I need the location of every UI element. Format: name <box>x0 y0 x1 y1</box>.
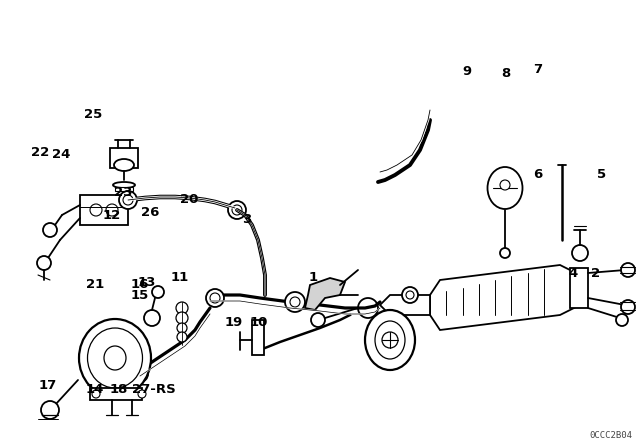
Circle shape <box>228 201 246 219</box>
Text: 18: 18 <box>109 383 127 396</box>
Circle shape <box>176 312 188 324</box>
Circle shape <box>210 293 220 303</box>
Circle shape <box>37 256 51 270</box>
Text: 8: 8 <box>501 67 510 81</box>
Polygon shape <box>430 265 580 330</box>
Text: 9: 9 <box>463 65 472 78</box>
Circle shape <box>311 313 325 327</box>
Text: 2: 2 <box>591 267 600 280</box>
Circle shape <box>136 370 144 378</box>
Text: 26: 26 <box>141 206 159 220</box>
Text: 4: 4 <box>568 267 577 280</box>
Circle shape <box>572 245 588 261</box>
Text: 12: 12 <box>103 208 121 222</box>
Text: 19: 19 <box>225 316 243 329</box>
Text: 15: 15 <box>131 289 148 302</box>
Text: 17: 17 <box>39 379 57 392</box>
Circle shape <box>132 366 148 382</box>
Circle shape <box>621 300 635 314</box>
Text: 6: 6 <box>533 168 542 181</box>
Bar <box>90 388 142 400</box>
Circle shape <box>92 390 100 398</box>
Ellipse shape <box>488 167 522 209</box>
Circle shape <box>290 297 300 307</box>
Ellipse shape <box>113 182 135 188</box>
Circle shape <box>406 291 414 299</box>
Ellipse shape <box>88 328 143 388</box>
Ellipse shape <box>79 319 151 397</box>
Circle shape <box>152 286 164 298</box>
Circle shape <box>402 287 418 303</box>
Circle shape <box>177 332 187 342</box>
Circle shape <box>616 314 628 326</box>
Circle shape <box>232 205 242 215</box>
Circle shape <box>119 191 137 209</box>
Circle shape <box>176 302 188 314</box>
Text: 5: 5 <box>597 168 606 181</box>
Text: 16: 16 <box>131 278 148 291</box>
Circle shape <box>358 298 378 318</box>
Text: 25: 25 <box>84 108 102 121</box>
Text: 22: 22 <box>31 146 49 159</box>
Bar <box>252 320 264 355</box>
Circle shape <box>177 323 187 333</box>
Circle shape <box>41 401 59 419</box>
Polygon shape <box>380 295 430 315</box>
Circle shape <box>285 292 305 312</box>
Ellipse shape <box>104 346 126 370</box>
Text: 0CCC2B04: 0CCC2B04 <box>589 431 632 440</box>
Circle shape <box>138 390 146 398</box>
Text: 7: 7 <box>533 63 542 76</box>
Bar <box>570 268 588 308</box>
Text: 11: 11 <box>170 271 188 284</box>
Circle shape <box>106 204 118 216</box>
Circle shape <box>90 204 102 216</box>
Text: 1: 1 <box>309 271 318 284</box>
Ellipse shape <box>114 159 134 171</box>
Bar <box>80 195 128 225</box>
Circle shape <box>500 180 510 190</box>
Circle shape <box>621 263 635 277</box>
Text: 3: 3 <box>242 213 251 226</box>
Polygon shape <box>305 278 345 310</box>
Circle shape <box>43 223 57 237</box>
Text: 27-RS: 27-RS <box>132 383 175 396</box>
Circle shape <box>500 248 510 258</box>
Text: 14: 14 <box>86 383 104 396</box>
Bar <box>115 187 133 191</box>
Text: 24: 24 <box>52 148 70 161</box>
Circle shape <box>382 332 398 348</box>
Ellipse shape <box>375 321 405 359</box>
Text: 10: 10 <box>250 316 268 329</box>
Ellipse shape <box>365 310 415 370</box>
Text: 23: 23 <box>114 186 132 199</box>
Text: 20: 20 <box>180 193 198 206</box>
Text: 13: 13 <box>138 276 156 289</box>
Circle shape <box>144 310 160 326</box>
Circle shape <box>123 195 133 205</box>
Circle shape <box>206 289 224 307</box>
Text: 21: 21 <box>86 278 104 291</box>
Bar <box>110 148 138 168</box>
